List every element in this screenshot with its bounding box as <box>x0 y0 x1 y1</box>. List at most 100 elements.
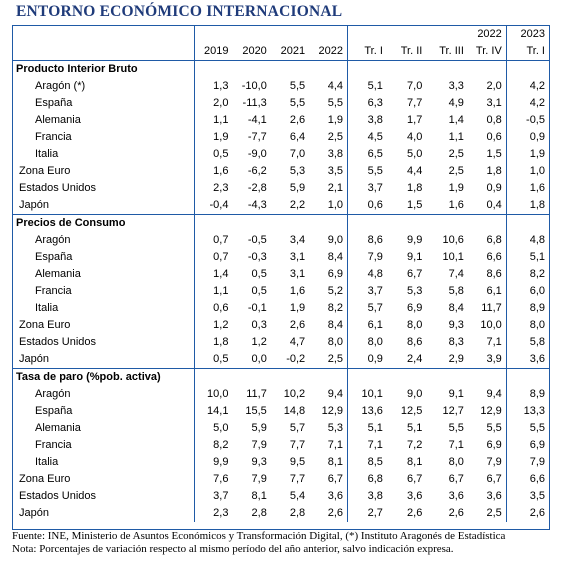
value-cell: 9,0 <box>327 234 343 246</box>
value-cell: 3,7 <box>346 283 387 300</box>
value-cell: -0,5 <box>247 234 267 246</box>
value-cell: 10,0 <box>480 319 502 331</box>
value-cell: 5,5 <box>486 422 502 434</box>
value-cell: 2,6 <box>505 505 549 522</box>
value-cell: 10,6 <box>442 234 464 246</box>
value-cell: 10,1 <box>442 251 464 263</box>
value-cell: 4,5 <box>346 129 387 146</box>
footer: Fuente: INE, Ministerio de Asuntos Econó… <box>12 530 566 556</box>
empty-cell <box>387 215 426 233</box>
empty-cell <box>468 215 506 233</box>
value-cell: 8,1 <box>407 456 423 468</box>
value-cell: 1,9 <box>448 182 464 194</box>
value-cell: -4,1 <box>247 114 267 126</box>
table-row: Estados Unidos 2,3 -2,8 5,9 2,1 3,7 1,8 1,9 0,9 1… <box>13 180 549 197</box>
col-header: Tr. II <box>386 42 427 61</box>
value-cell: 12,9 <box>480 405 502 417</box>
value-cell: 7,1 <box>346 437 387 454</box>
value-cell: 12,5 <box>400 405 423 417</box>
value-cell: 6,0 <box>505 283 549 300</box>
table-row: Zona Euro 1,2 0,3 2,6 8,4 6,1 8,0 9,3 10,0 8,0 <box>13 317 549 334</box>
row-label: Italia <box>35 456 59 468</box>
value-cell: 2,5 <box>448 165 464 177</box>
value-cell: 8,0 <box>327 336 343 348</box>
table-row: Alemania 5,0 5,9 5,7 5,3 5,1 5,1 5,5 5,5 5,5 <box>13 420 549 437</box>
value-cell: 7,7 <box>289 439 306 451</box>
value-cell: 6,9 <box>505 437 549 454</box>
value-cell: 1,6 <box>193 163 233 180</box>
value-cell: 7,9 <box>505 454 549 471</box>
value-cell: 11,7 <box>481 302 502 314</box>
table-row: Italia 9,9 9,3 9,5 8,1 8,5 8,1 8,0 7,9 7,9 <box>13 454 549 471</box>
value-cell: 6,6 <box>486 251 502 263</box>
value-cell: 1,3 <box>193 78 233 95</box>
col-header: Tr. IV <box>467 42 507 61</box>
value-cell: 3,3 <box>448 80 464 92</box>
value-cell: 3,6 <box>448 490 464 502</box>
value-cell: 1,4 <box>448 114 464 126</box>
value-cell: 7,7 <box>407 97 423 109</box>
row-label: España <box>35 251 73 263</box>
value-cell: 2,1 <box>327 182 343 194</box>
value-cell: 9,3 <box>251 456 267 468</box>
value-cell: 2,0 <box>486 80 502 92</box>
value-cell: 2,3 <box>193 180 233 197</box>
indicators-table-frame: 2022 2023 2019 2020 2021 2022 Tr. I Tr. … <box>12 25 550 530</box>
value-cell: 1,0 <box>309 197 348 215</box>
value-cell: 11,7 <box>246 388 267 400</box>
value-cell: 2,5 <box>448 148 464 160</box>
table-row: Japón -0,4 -4,3 2,2 1,0 0,6 1,5 1,6 0,4 1,8 <box>13 197 549 215</box>
value-cell: 8,6 <box>407 336 423 348</box>
table-row: Francia 8,2 7,9 7,7 7,1 7,1 7,2 7,1 6,9 6,9 <box>13 437 549 454</box>
value-cell: 0,7 <box>193 249 233 266</box>
value-cell: 3,5 <box>505 488 549 505</box>
value-cell: 13,6 <box>346 403 387 420</box>
value-cell: 5,9 <box>289 182 306 194</box>
value-cell: 8,0 <box>346 334 387 351</box>
table-row: Italia 0,6 -0,1 1,9 8,2 5,7 6,9 8,4 11,7 8,9 <box>13 300 549 317</box>
value-cell: -0,4 <box>193 197 233 215</box>
value-cell: 12,7 <box>442 405 464 417</box>
section-header-row: Tasa de paro (%pob. activa) <box>13 368 549 387</box>
value-cell: 1,1 <box>193 283 233 300</box>
empty-cell <box>468 61 506 79</box>
value-cell: 3,6 <box>505 351 549 369</box>
value-cell: 6,4 <box>289 131 306 143</box>
value-cell: 3,8 <box>346 112 387 129</box>
value-cell: 6,6 <box>505 471 549 488</box>
section-header-row: Precios de Consumo <box>13 214 549 233</box>
empty-cell <box>426 369 468 387</box>
empty-cell <box>346 368 387 386</box>
value-cell: 15,5 <box>245 405 267 417</box>
value-cell: 8,1 <box>327 456 343 468</box>
value-cell: 7,9 <box>251 473 267 485</box>
empty-cell <box>271 61 309 79</box>
value-cell: 1,5 <box>486 148 502 160</box>
value-cell: 8,6 <box>346 232 387 249</box>
col-header: Tr. I <box>505 42 549 61</box>
table-row: Japón 2,3 2,8 2,8 2,6 2,7 2,6 2,6 2,5 2,6 <box>13 505 549 522</box>
value-cell: 1,8 <box>193 334 233 351</box>
value-cell: 9,9 <box>407 234 423 246</box>
value-cell: 2,4 <box>386 351 427 369</box>
value-cell: -10,0 <box>241 80 267 92</box>
value-cell: 1,8 <box>486 165 502 177</box>
table-row: Aragón (*) 1,3 -10,0 5,5 4,4 5,1 7,0 3,3 2,0 4,2 <box>13 78 549 95</box>
value-cell: -0,1 <box>247 302 267 314</box>
table-row: Italia 0,5 -9,0 7,0 3,8 6,5 5,0 2,5 1,5 1,9 <box>13 146 549 163</box>
header-group-2022: 2022 <box>347 26 507 42</box>
table-row: Japón 0,5 0,0 -0,2 2,5 0,9 2,4 2,9 3,9 3,6 <box>13 351 549 369</box>
value-cell: 2,9 <box>426 351 468 369</box>
value-cell: 3,7 <box>193 488 233 505</box>
value-cell: 8,4 <box>327 319 343 331</box>
row-label: Estados Unidos <box>19 182 97 194</box>
value-cell: 14,1 <box>193 403 233 420</box>
value-cell: 5,2 <box>327 285 343 297</box>
value-cell: 5,0 <box>407 148 423 160</box>
value-cell: 0,5 <box>251 285 267 297</box>
value-cell: -0,2 <box>270 351 310 369</box>
value-cell: 2,6 <box>289 114 306 126</box>
value-cell: 2,8 <box>289 507 306 519</box>
row-label: Francia <box>35 285 72 297</box>
value-cell: -11,3 <box>242 97 267 109</box>
